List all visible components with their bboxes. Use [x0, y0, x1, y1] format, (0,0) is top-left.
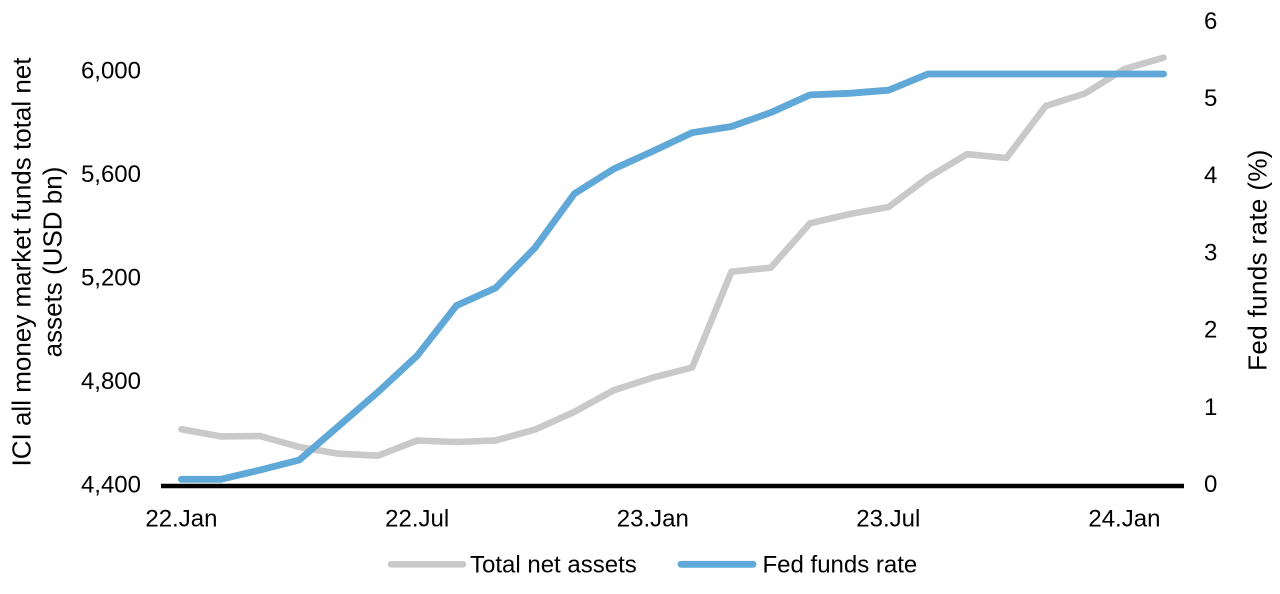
svg-text:6,000: 6,000	[81, 58, 141, 85]
svg-text:3: 3	[1204, 239, 1217, 266]
svg-text:4,400: 4,400	[81, 472, 141, 499]
svg-text:6: 6	[1204, 8, 1217, 35]
svg-text:assets (USD bn): assets (USD bn)	[38, 167, 68, 358]
svg-text:22.Jan: 22.Jan	[145, 506, 217, 533]
svg-text:24.Jan: 24.Jan	[1088, 506, 1160, 533]
svg-text:23.Jan: 23.Jan	[617, 506, 689, 533]
svg-text:22.Jul: 22.Jul	[385, 506, 449, 533]
svg-text:5,600: 5,600	[81, 161, 141, 188]
svg-text:Fed funds rate: Fed funds rate	[763, 552, 918, 579]
svg-text:23.Jul: 23.Jul	[856, 506, 920, 533]
svg-text:ICI all money market funds tot: ICI all money market funds total net	[7, 57, 37, 467]
svg-text:1: 1	[1204, 394, 1217, 421]
svg-text:Fed funds rate (%): Fed funds rate (%)	[1243, 149, 1273, 371]
svg-text:5,200: 5,200	[81, 265, 141, 292]
svg-text:2: 2	[1204, 317, 1217, 344]
svg-text:4: 4	[1204, 162, 1217, 189]
svg-text:4,800: 4,800	[81, 368, 141, 395]
svg-text:0: 0	[1204, 471, 1217, 498]
svg-text:Total net assets: Total net assets	[470, 552, 637, 579]
svg-text:5: 5	[1204, 85, 1217, 112]
